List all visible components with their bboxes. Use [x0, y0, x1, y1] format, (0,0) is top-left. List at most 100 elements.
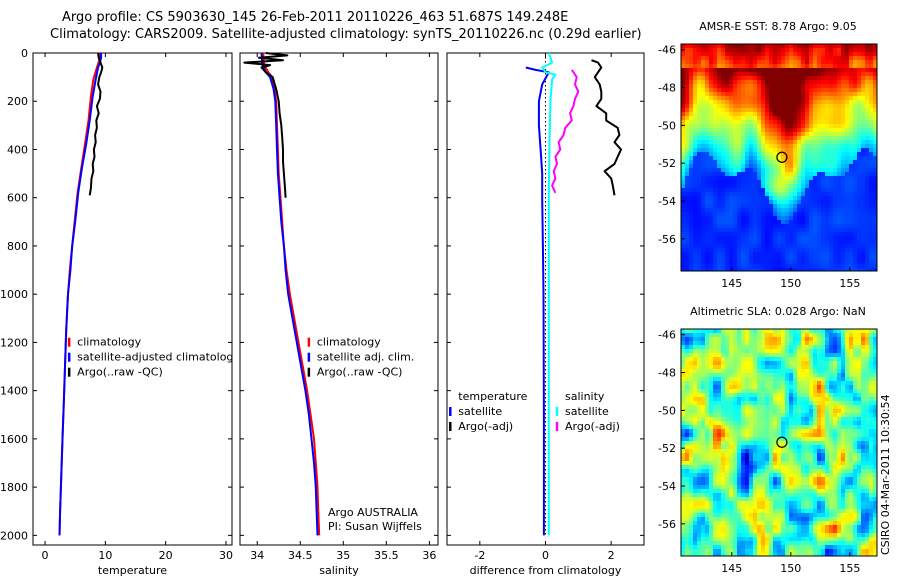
sla_map-heatmap-cell: [841, 409, 845, 413]
sla_map-heatmap-cell: [685, 385, 689, 389]
sst_map-heatmap-cell: [769, 136, 773, 140]
sla_map-heatmap-cell: [861, 373, 865, 377]
sla_map-heatmap-cell: [761, 417, 765, 421]
sla_map-heatmap-cell: [697, 389, 701, 393]
sst_map-heatmap-cell: [797, 244, 801, 248]
sla_map-heatmap-cell: [765, 433, 769, 437]
sst_map-heatmap-cell: [705, 268, 709, 271]
sst_map-heatmap-cell: [689, 252, 693, 256]
sst_map-heatmap-cell: [733, 216, 737, 220]
sla_map-heatmap-cell: [713, 337, 717, 341]
sst_map-heatmap-cell: [809, 124, 813, 128]
sst_map-heatmap-cell: [689, 196, 693, 200]
sla_map-heatmap-cell: [813, 489, 817, 493]
sla_map-heatmap-cell: [849, 377, 853, 381]
sst_map-heatmap-cell: [789, 68, 793, 72]
sla_map-heatmap-cell: [749, 409, 753, 413]
sst_map-heatmap-cell: [849, 248, 853, 252]
sst_map-heatmap-cell: [853, 256, 857, 260]
sla_map-heatmap-cell: [873, 445, 877, 449]
sla_map-heatmap-cell: [733, 405, 737, 409]
sst_map-heatmap-cell: [777, 248, 781, 252]
sst_map-heatmap-cell: [769, 148, 773, 152]
sla_map-heatmap-cell: [833, 437, 837, 441]
sla_map-heatmap-cell: [721, 397, 725, 401]
sst_map-heatmap-cell: [689, 232, 693, 236]
sst_map-heatmap-cell: [841, 188, 845, 192]
sst_map-heatmap-cell: [821, 256, 825, 260]
sla_map-heatmap-cell: [785, 393, 789, 397]
sst_map-heatmap-cell: [689, 256, 693, 260]
sst_map-heatmap-cell: [689, 92, 693, 96]
sla_map-heatmap-cell: [693, 357, 697, 361]
sst_map-heatmap-cell: [769, 268, 773, 271]
sla_map-heatmap-cell: [793, 449, 797, 453]
sst_map-heatmap-cell: [757, 196, 761, 200]
sst_map-heatmap-cell: [697, 72, 701, 76]
sst_map-heatmap-cell: [825, 68, 829, 72]
sst_map-heatmap-cell: [813, 236, 817, 240]
sst_map-heatmap-cell: [821, 64, 825, 68]
sst_map-heatmap-cell: [797, 152, 801, 156]
sst_map-heatmap-cell: [793, 92, 797, 96]
sla_map-heatmap-cell: [681, 445, 685, 449]
sla_map-heatmap-cell: [773, 373, 777, 377]
sst_map-heatmap-cell: [781, 204, 785, 208]
sla_map-heatmap-cell: [749, 365, 753, 369]
sla_map-heatmap-cell: [733, 421, 737, 425]
sst_map-heatmap-cell: [725, 196, 729, 200]
sla_map-heatmap-cell: [869, 421, 873, 425]
sla_map-heatmap-cell: [865, 409, 869, 413]
sla_map-heatmap-cell: [685, 437, 689, 441]
sst_map-heatmap-cell: [721, 196, 725, 200]
sst_map-heatmap-cell: [845, 248, 849, 252]
sst_map-heatmap-cell: [861, 196, 865, 200]
sla_map-heatmap-cell: [829, 337, 833, 341]
sla_map-heatmap-cell: [729, 365, 733, 369]
sla_map-heatmap-cell: [773, 409, 777, 413]
sst_map-heatmap-cell: [837, 260, 841, 264]
sla_map-heatmap-cell: [821, 373, 825, 377]
sla_map-heatmap-cell: [789, 441, 793, 445]
sla_map-heatmap-cell: [713, 389, 717, 393]
sla_map-heatmap-cell: [821, 457, 825, 461]
sla_map-heatmap-cell: [829, 381, 833, 385]
sla_map-heatmap-cell: [869, 397, 873, 401]
sst_map-heatmap-cell: [825, 44, 829, 48]
sst_map-heatmap-cell: [833, 84, 837, 88]
sst_map-heatmap-cell: [801, 104, 805, 108]
sla_map-heatmap-cell: [777, 401, 781, 405]
sla_map-heatmap-cell: [777, 333, 781, 337]
sla_map-heatmap-cell: [873, 329, 877, 333]
sst_map-heatmap-cell: [865, 48, 869, 52]
sla_map-heatmap-cell: [717, 449, 721, 453]
sst_map-heatmap-cell: [785, 120, 789, 124]
sst_map-heatmap-cell: [785, 172, 789, 176]
sla_map-heatmap-cell: [873, 341, 877, 345]
sst_map-heatmap-cell: [681, 212, 685, 216]
sla_map-heatmap-cell: [693, 365, 697, 369]
sla_map-heatmap-cell: [825, 437, 829, 441]
sst_map-heatmap-cell: [861, 164, 865, 168]
sst_map-heatmap-cell: [757, 232, 761, 236]
sst_map-heatmap-cell: [749, 84, 753, 88]
sst_map-heatmap-cell: [721, 76, 725, 80]
sst_map-heatmap-cell: [785, 264, 789, 268]
sla_map-heatmap-cell: [841, 353, 845, 357]
sst_map-heatmap-cell: [689, 240, 693, 244]
sst_map-heatmap-cell: [729, 164, 733, 168]
sst_map-heatmap-cell: [729, 152, 733, 156]
sst_map-heatmap-cell: [753, 108, 757, 112]
sla_map-heatmap-cell: [725, 489, 729, 493]
sla_map-heatmap-cell: [821, 425, 825, 429]
sla_map-heatmap-cell: [757, 429, 761, 433]
sst_map-heatmap-cell: [793, 100, 797, 104]
sla_map-heatmap-cell: [853, 377, 857, 381]
salinity-xtick-label: 34.5: [288, 549, 313, 562]
sst_map-heatmap-cell: [765, 136, 769, 140]
sst_map-heatmap-cell: [713, 84, 717, 88]
sla_map-heatmap-cell: [709, 469, 713, 473]
sla_map-heatmap-cell: [865, 397, 869, 401]
sla_map-heatmap-cell: [869, 401, 873, 405]
sst_map-heatmap-cell: [861, 244, 865, 248]
